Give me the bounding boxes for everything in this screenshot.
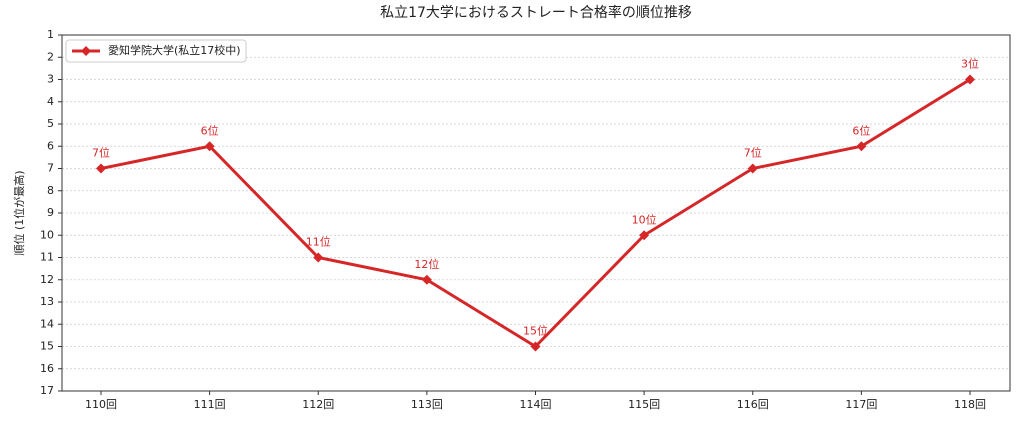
y-tick-label: 17 — [40, 384, 54, 397]
x-tick-label: 111回 — [194, 398, 226, 411]
data-label: 12位 — [414, 257, 439, 271]
x-tick-label: 118回 — [954, 398, 986, 411]
data-label: 6位 — [201, 123, 219, 137]
y-tick-label: 8 — [47, 184, 54, 197]
y-tick-label: 15 — [40, 340, 54, 353]
y-tick-label: 6 — [47, 139, 54, 152]
y-tick-label: 16 — [40, 362, 54, 375]
data-point — [204, 141, 215, 152]
y-tick-label: 7 — [47, 162, 54, 175]
data-point — [313, 252, 324, 263]
data-point — [639, 230, 650, 241]
x-tick-label: 115回 — [628, 398, 660, 411]
x-tick-label: 117回 — [845, 398, 877, 411]
y-tick-label: 4 — [47, 95, 54, 108]
y-tick-label: 10 — [40, 228, 54, 241]
y-tick-label: 2 — [47, 50, 54, 63]
y-tick-label: 14 — [40, 317, 54, 330]
data-label: 11位 — [306, 235, 331, 249]
y-tick-label: 1 — [47, 28, 54, 41]
data-point — [96, 163, 106, 174]
data-label: 3位 — [961, 57, 979, 71]
data-point — [856, 141, 867, 152]
y-tick-label: 3 — [47, 73, 54, 86]
legend-box — [65, 39, 247, 63]
x-tick-label: 112回 — [302, 398, 334, 411]
y-tick-label: 9 — [47, 206, 54, 219]
x-tick-label: 114回 — [520, 398, 552, 411]
data-point — [747, 163, 758, 174]
x-tick-label: 113回 — [411, 398, 443, 411]
data-point — [965, 74, 975, 85]
y-axis-label: 順位 (1位が最高) — [12, 170, 26, 255]
data-point — [530, 341, 541, 352]
x-tick-label: 116回 — [737, 398, 769, 411]
y-tick-label: 5 — [47, 117, 54, 130]
y-tick-label: 11 — [40, 251, 54, 264]
chart-title: 私立17大学におけるストレート合格率の順位推移 — [380, 4, 692, 21]
legend-label: 愛知学院大学(私立17校中) — [108, 43, 241, 57]
x-tick-label: 110回 — [85, 398, 117, 411]
legend-marker — [81, 46, 91, 56]
y-tick-label: 12 — [40, 273, 54, 286]
data-point — [421, 274, 432, 285]
data-label: 7位 — [92, 146, 110, 160]
data-label: 15位 — [523, 324, 548, 338]
data-label: 6位 — [852, 123, 870, 137]
data-label: 7位 — [744, 146, 762, 160]
data-label: 10位 — [632, 212, 657, 226]
y-tick-label: 13 — [40, 295, 54, 308]
